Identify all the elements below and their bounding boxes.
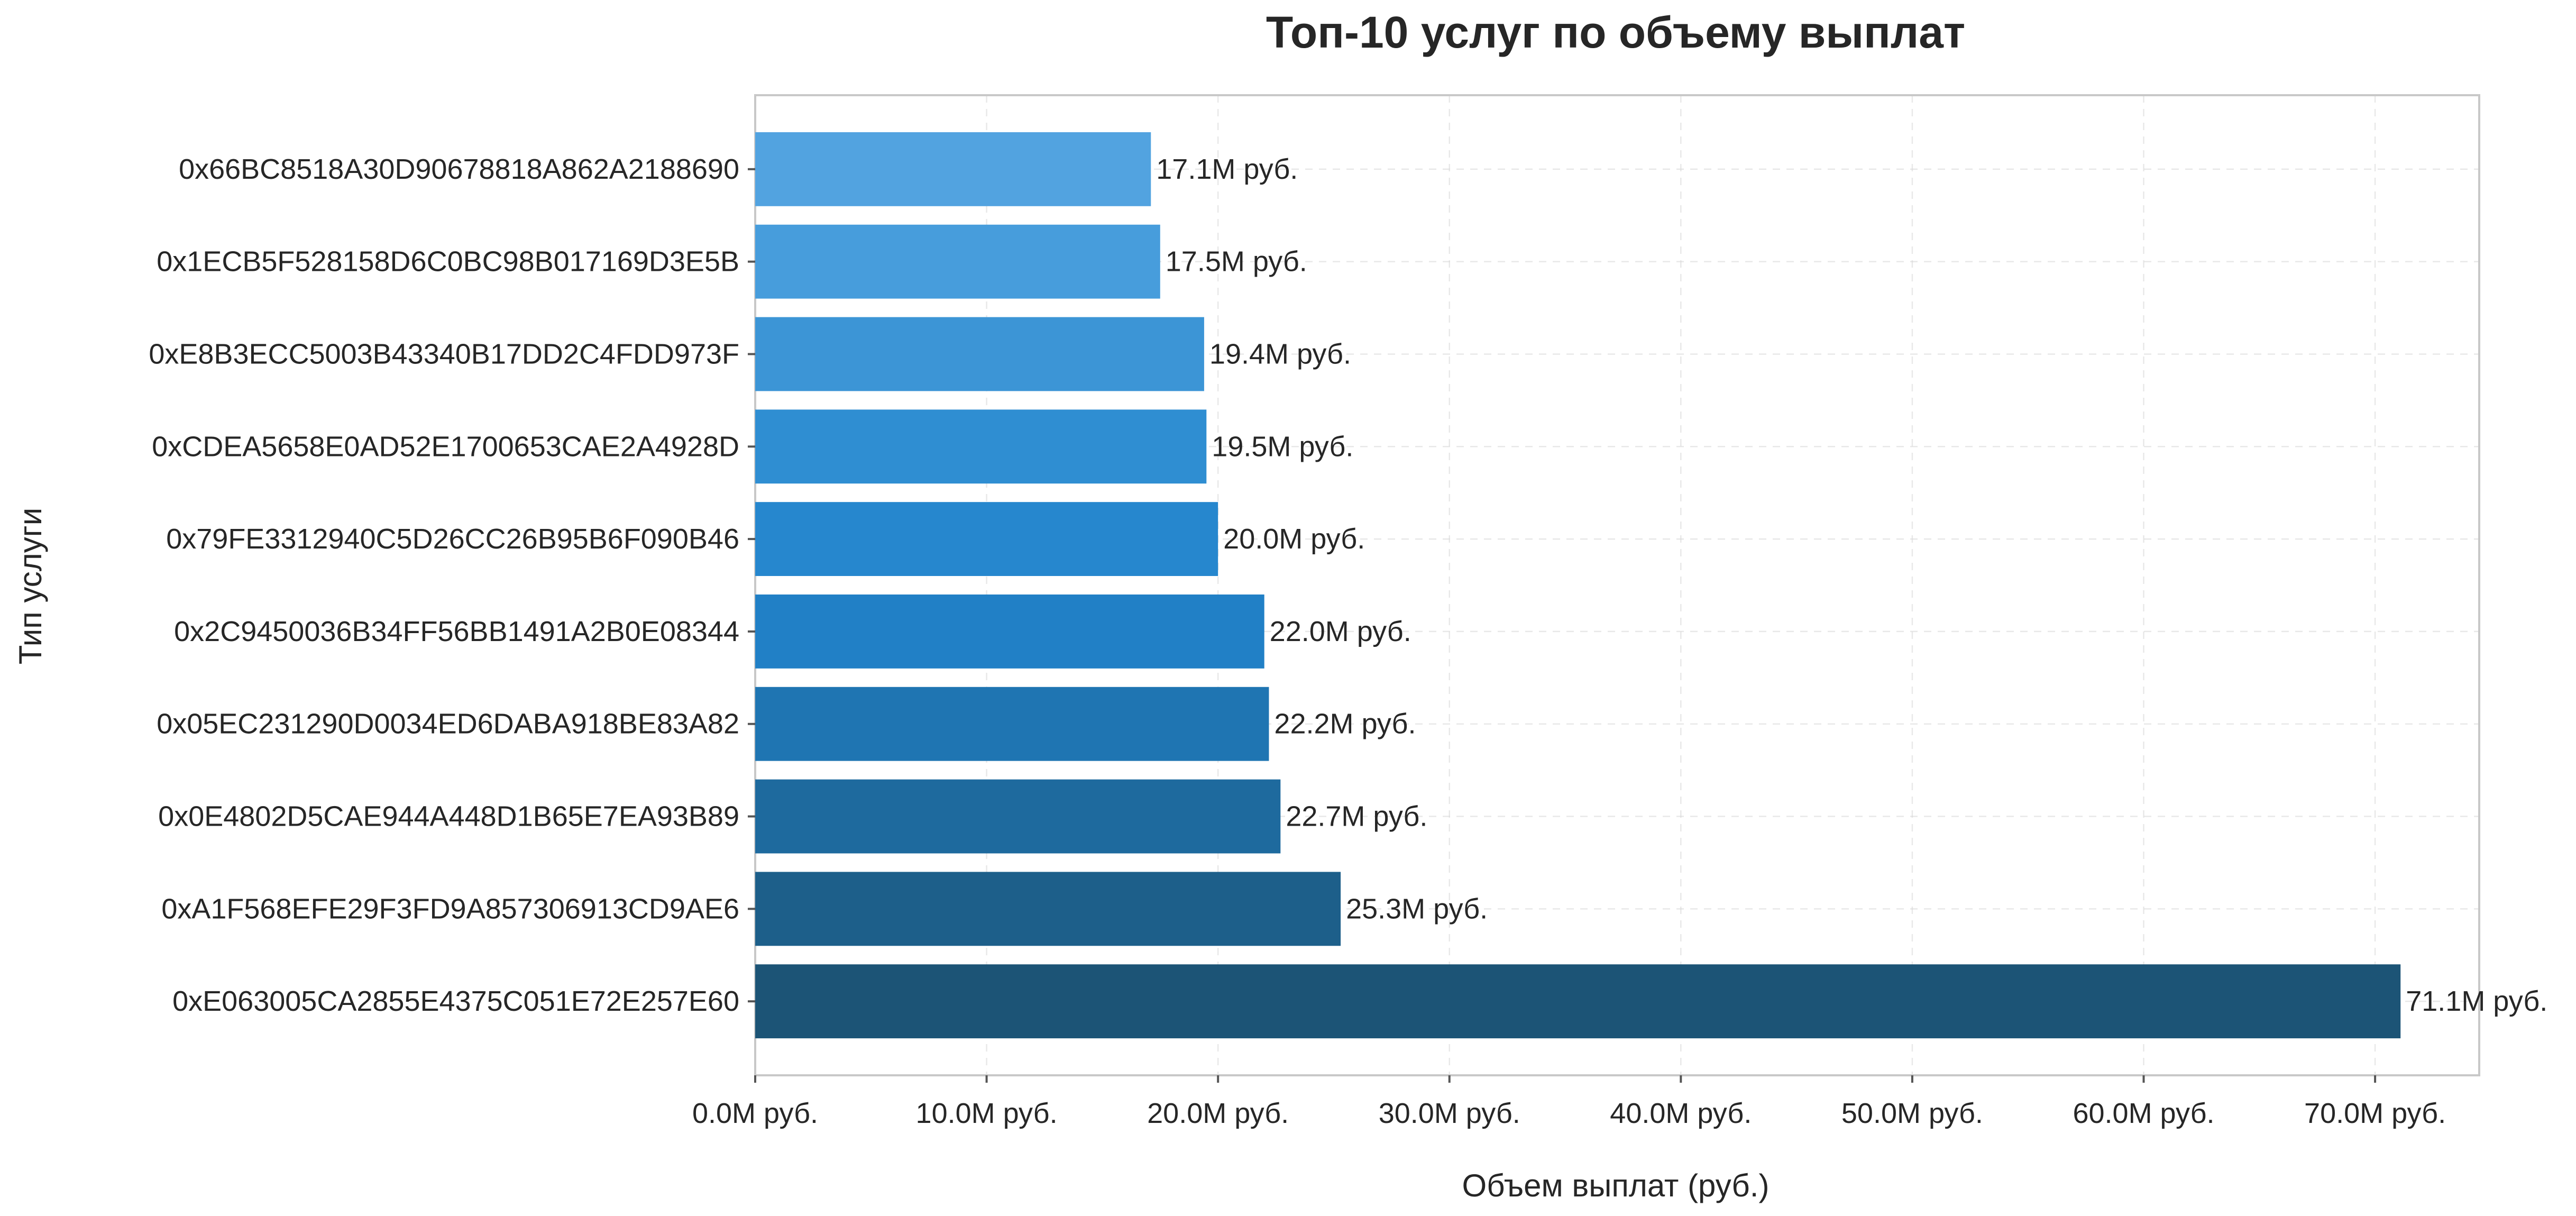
bar-labels-layer: 17.1M руб. 17.5M руб. 19.4M руб. 19.5M руб.… — [1156, 153, 2547, 1017]
bar — [755, 594, 1264, 669]
x-axis: 0.0M руб. 10.0M руб. 20.0M руб. 30.0M руб. 4… — [692, 1075, 2446, 1129]
bar-value-label: 22.0M руб. — [1270, 616, 1411, 647]
bar — [755, 224, 1160, 299]
x-tick-label: 60.0M руб. — [2073, 1098, 2214, 1129]
bar-value-label: 17.5M руб. — [1166, 246, 1307, 278]
y-tick-label: 0x05EC231290D0034ED6DABA918BE83A82 — [157, 708, 739, 740]
y-tick-label: 0x79FE3312940C5D26CC26B95B6F090B46 — [166, 523, 739, 555]
bar-value-label: 22.2M руб. — [1274, 708, 1416, 740]
y-tick-label: 0x66BC8518A30D90678818A862A2188690 — [179, 153, 739, 185]
bar-value-label: 25.3M руб. — [1346, 893, 1488, 925]
y-tick-label: 0x2C9450036B34FF56BB1491A2B0E08344 — [174, 616, 739, 647]
bar — [755, 779, 1281, 854]
y-tick-label: 0xE8B3ECC5003B43340B17DD2C4FDD973F — [149, 338, 739, 370]
x-tick-label: 20.0M руб. — [1147, 1098, 1289, 1129]
y-tick-label: 0x1ECB5F528158D6C0BC98B017169D3E5B — [157, 246, 739, 278]
bar-value-label: 19.4M руб. — [1209, 338, 1351, 370]
x-tick-label: 50.0M руб. — [1841, 1098, 1983, 1129]
bar — [755, 317, 1204, 391]
x-tick-label: 10.0M руб. — [916, 1098, 1058, 1129]
bar — [755, 687, 1269, 761]
x-tick-label: 40.0M руб. — [1610, 1098, 1752, 1129]
bar-value-label: 19.5M руб. — [1212, 431, 1353, 462]
y-axis-title: Тип услуги — [13, 508, 48, 664]
y-axis: 0x66BC8518A30D90678818A862A2188690 0x1ECB… — [149, 153, 755, 1017]
bar-value-label: 22.7M руб. — [1286, 801, 1427, 833]
bar — [755, 964, 2401, 1039]
y-tick-label: 0xA1F568EFE29F3FD9A857306913CD9AE6 — [161, 893, 739, 925]
bar-value-label: 71.1M руб. — [2406, 985, 2547, 1017]
bars-layer — [755, 132, 2401, 1039]
grid-layer — [754, 95, 2479, 1075]
y-tick-label: 0x0E4802D5CAE944A448D1B65E7EA93B89 — [158, 801, 739, 833]
bar — [755, 502, 1218, 577]
bar — [755, 132, 1151, 206]
plot-frame — [754, 94, 2480, 1076]
bar — [755, 409, 1207, 484]
x-axis-title: Объем выплат (руб.) — [1462, 1168, 1770, 1203]
bar-value-label: 20.0M руб. — [1223, 523, 1365, 555]
y-tick-label: 0xE063005CA2855E4375C051E72E257E60 — [172, 985, 739, 1017]
bar — [755, 872, 1341, 946]
x-tick-label: 30.0M руб. — [1379, 1098, 1520, 1129]
y-tick-label: 0xCDEA5658E0AD52E1700653CAE2A4928D — [152, 431, 739, 462]
x-tick-label: 70.0M руб. — [2304, 1098, 2446, 1129]
chart-title: Топ-10 услуг по объему выплат — [1266, 7, 1965, 57]
bar-value-label: 17.1M руб. — [1156, 153, 1298, 185]
x-tick-label: 0.0M руб. — [692, 1098, 818, 1129]
